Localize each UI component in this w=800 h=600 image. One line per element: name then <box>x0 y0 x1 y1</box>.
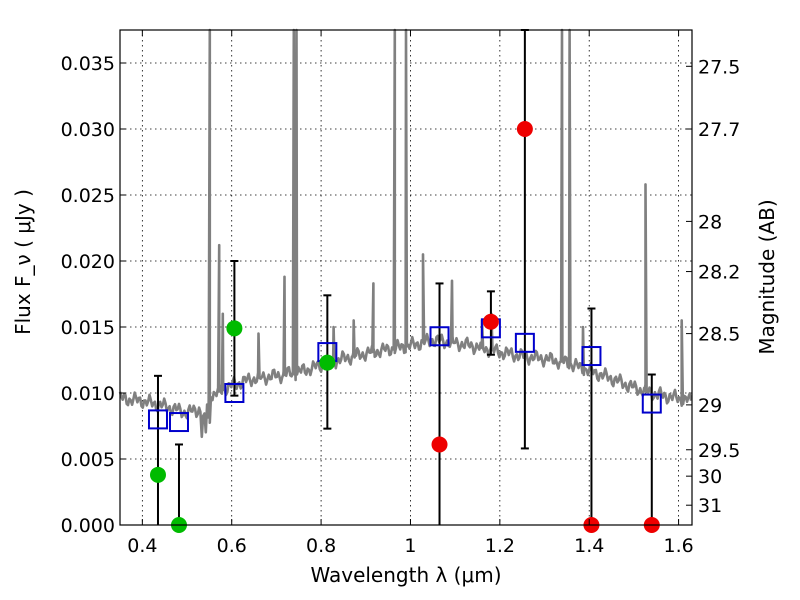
x-tick-label: 1.2 <box>485 535 515 557</box>
y-tick-label: 0.000 <box>61 515 115 537</box>
error-bars <box>153 29 656 525</box>
magnitude-tick-label: 28.5 <box>698 324 740 346</box>
model-square-marker <box>224 383 245 403</box>
model-spectrum <box>118 28 693 439</box>
observed-circle-marker <box>226 320 243 337</box>
spectrum-line <box>118 28 693 439</box>
magnitude-tick-label: 27.7 <box>698 119 740 141</box>
magnitude-tick-label: 30 <box>698 466 722 488</box>
observed-circle-marker <box>516 121 533 137</box>
y-tick-label: 0.015 <box>61 317 115 339</box>
x-tick-label: 0.6 <box>217 535 247 557</box>
model-square-marker <box>581 346 602 367</box>
y-axis-right-title-group: Magnitude (AB) <box>755 199 779 354</box>
axes: 0.4 0.6 0.8 1 1.2 1.4 1.6 0.000 0.005 0.010 0.015 0… <box>61 30 740 557</box>
y-tick-label: 0.025 <box>61 185 115 207</box>
y-axis-right-title: Magnitude (AB) <box>755 199 779 354</box>
x-tick-label: 0.8 <box>306 535 336 557</box>
magnitude-tick-label: 27.5 <box>698 56 740 78</box>
observed-circle-marker <box>431 436 448 453</box>
x-tick-label: 1 <box>404 535 416 557</box>
magnitude-tick-label: 31 <box>698 495 722 517</box>
model-square-marker <box>147 409 168 430</box>
y-tick-label: 0.030 <box>61 119 115 141</box>
observed-circle-marker <box>482 313 499 330</box>
plot-frame <box>119 29 693 526</box>
y-tick-label: 0.020 <box>61 251 115 273</box>
y-axis-left-title-group: Flux F_ν ( μJy ) <box>11 189 35 335</box>
y-tick-label: 0.010 <box>61 383 115 405</box>
y-tick-label: 0.005 <box>61 449 115 471</box>
model-square-marker <box>514 332 535 353</box>
x-tick-label: 1.6 <box>663 535 693 557</box>
x-tick-label: 1.4 <box>574 535 604 557</box>
observed-circle-marker <box>319 354 336 371</box>
y-axis-left-title: Flux F_ν ( μJy ) <box>11 189 35 335</box>
magnitude-tick-label: 28 <box>698 211 722 233</box>
model-square-marker <box>641 393 662 414</box>
model-square-marker <box>429 326 450 347</box>
x-axis-title: Wavelength λ (μm) <box>310 563 501 587</box>
magnitude-tick-label: 28.2 <box>698 262 740 284</box>
x-tick-label: 0.4 <box>127 535 157 557</box>
y-tick-label: 0.035 <box>61 53 115 75</box>
magnitude-tick-label: 29.5 <box>698 440 740 462</box>
observed-circle-marker <box>149 466 166 483</box>
magnitude-tick-label: 29 <box>698 395 722 417</box>
model-square-marker <box>168 412 189 433</box>
